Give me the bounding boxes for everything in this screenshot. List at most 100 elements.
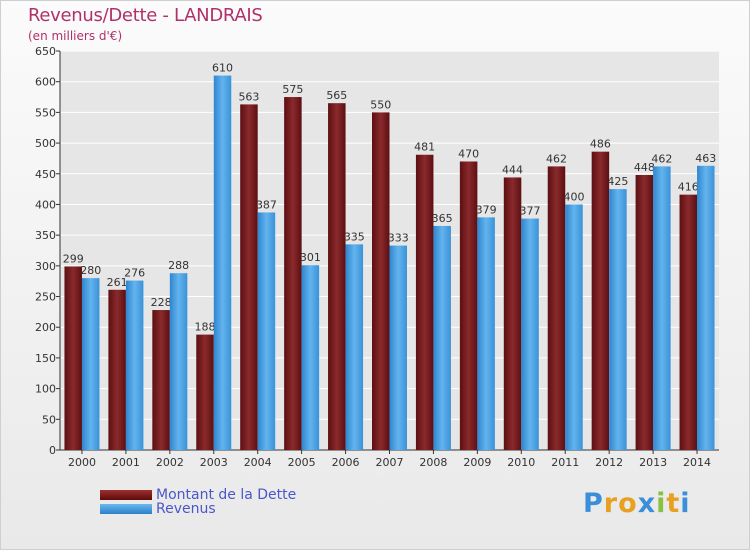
x-tick-label: 2003 xyxy=(200,456,228,469)
chart-title: Revenus/Dette - LANDRAIS xyxy=(28,5,263,26)
data-label-dette: 228 xyxy=(151,296,172,309)
bar-revenus xyxy=(389,245,407,450)
data-label-revenus: 463 xyxy=(695,152,716,165)
legend-item-dette: Montant de la Dette xyxy=(100,487,296,503)
bar-dette xyxy=(196,334,214,450)
y-tick-label: 650 xyxy=(35,45,56,58)
y-tick-label: 50 xyxy=(42,413,56,426)
proxiti-logo: Proxiti xyxy=(583,488,691,519)
bar-dette xyxy=(503,177,522,450)
data-label-revenus: 276 xyxy=(124,267,145,280)
x-tick-label: 2006 xyxy=(332,456,360,469)
data-label-revenus: 280 xyxy=(80,264,101,277)
y-tick-label: 100 xyxy=(35,383,56,396)
bar-revenus xyxy=(477,217,495,450)
logo-letter: o xyxy=(618,488,638,519)
y-tick-label: 550 xyxy=(35,106,56,119)
data-label-revenus: 462 xyxy=(651,152,672,165)
x-tick-label: 2005 xyxy=(288,456,316,469)
data-label-dette: 563 xyxy=(238,90,259,103)
data-label-dette: 486 xyxy=(590,138,611,151)
x-tick-label: 2011 xyxy=(551,456,579,469)
data-label-revenus: 387 xyxy=(256,198,277,211)
y-tick-label: 350 xyxy=(35,229,56,242)
data-label-dette: 299 xyxy=(63,252,84,265)
bar-revenus xyxy=(213,75,232,451)
x-tick-label: 2001 xyxy=(112,456,140,469)
data-label-revenus: 377 xyxy=(520,205,541,218)
bar-revenus xyxy=(609,189,627,450)
bar-dette xyxy=(64,266,82,450)
legend-label-revenus: Revenus xyxy=(156,501,216,517)
data-label-dette: 448 xyxy=(634,161,655,174)
data-label-dette: 444 xyxy=(502,163,523,176)
bar-revenus xyxy=(697,165,715,450)
data-label-dette: 575 xyxy=(282,83,303,96)
data-label-dette: 550 xyxy=(370,98,391,111)
bar-dette xyxy=(108,289,126,450)
bar-dette xyxy=(459,161,478,450)
y-tick-label: 600 xyxy=(35,76,56,89)
data-label-revenus: 333 xyxy=(388,232,409,245)
data-label-revenus: 379 xyxy=(476,203,497,216)
x-tick-label: 2012 xyxy=(595,456,623,469)
y-tick-label: 400 xyxy=(35,198,56,211)
legend-label-dette: Montant de la Dette xyxy=(156,487,297,503)
data-label-dette: 481 xyxy=(414,141,435,154)
x-tick-label: 2013 xyxy=(639,456,667,469)
bar-dette xyxy=(372,112,390,450)
y-tick-label: 0 xyxy=(49,444,56,457)
bar-dette xyxy=(679,194,698,450)
legend-item-revenus: Revenus xyxy=(100,501,216,517)
y-tick-label: 200 xyxy=(35,321,56,334)
data-label-revenus: 301 xyxy=(300,251,321,264)
data-label-revenus: 425 xyxy=(607,175,628,188)
logo-letter: r xyxy=(603,488,619,519)
x-tick-label: 2007 xyxy=(376,456,404,469)
data-label-revenus: 365 xyxy=(432,212,453,225)
logo-letter: i xyxy=(680,488,691,519)
x-tick-label: 2010 xyxy=(507,456,535,469)
bar-revenus xyxy=(125,280,144,450)
bar-dette xyxy=(635,174,654,450)
data-label-revenus: 610 xyxy=(212,62,233,75)
chart-subtitle: (en milliers d'€) xyxy=(28,29,123,43)
x-tick-label: 2008 xyxy=(419,456,447,469)
bar-revenus xyxy=(521,218,539,450)
data-label-dette: 462 xyxy=(546,152,567,165)
x-tick-label: 2000 xyxy=(68,456,96,469)
y-tick-label: 500 xyxy=(35,137,56,150)
bar-dette xyxy=(328,103,346,450)
bar-dette xyxy=(591,151,610,450)
legend-swatch-dette xyxy=(100,490,152,500)
logo-letter: i xyxy=(656,488,667,519)
x-tick-label: 2009 xyxy=(463,456,491,469)
bar-revenus xyxy=(653,166,671,450)
y-tick-label: 250 xyxy=(35,291,56,304)
data-label-dette: 416 xyxy=(678,181,699,194)
data-label-dette: 188 xyxy=(195,321,216,334)
logo-letter: t xyxy=(666,488,681,519)
data-label-dette: 261 xyxy=(107,276,128,289)
x-tick-label: 2014 xyxy=(683,456,711,469)
bar-dette xyxy=(547,166,566,450)
y-tick-label: 150 xyxy=(35,352,56,365)
bar-revenus xyxy=(169,273,188,450)
bar-revenus xyxy=(81,278,100,450)
data-label-dette: 470 xyxy=(458,147,479,160)
data-label-revenus: 335 xyxy=(344,230,365,243)
bar-dette xyxy=(284,97,302,451)
bar-revenus xyxy=(433,225,451,450)
data-label-revenus: 288 xyxy=(168,259,189,272)
legend-swatch-revenus xyxy=(100,504,152,514)
x-tick-label: 2004 xyxy=(244,456,272,469)
bar-dette xyxy=(415,154,434,451)
bar-revenus xyxy=(565,204,583,450)
logo-letter: P xyxy=(583,488,604,519)
data-label-dette: 565 xyxy=(326,89,347,102)
bar-revenus xyxy=(257,212,276,450)
bar-revenus xyxy=(301,265,320,450)
x-tick-label: 2002 xyxy=(156,456,184,469)
bar-dette xyxy=(152,310,170,450)
